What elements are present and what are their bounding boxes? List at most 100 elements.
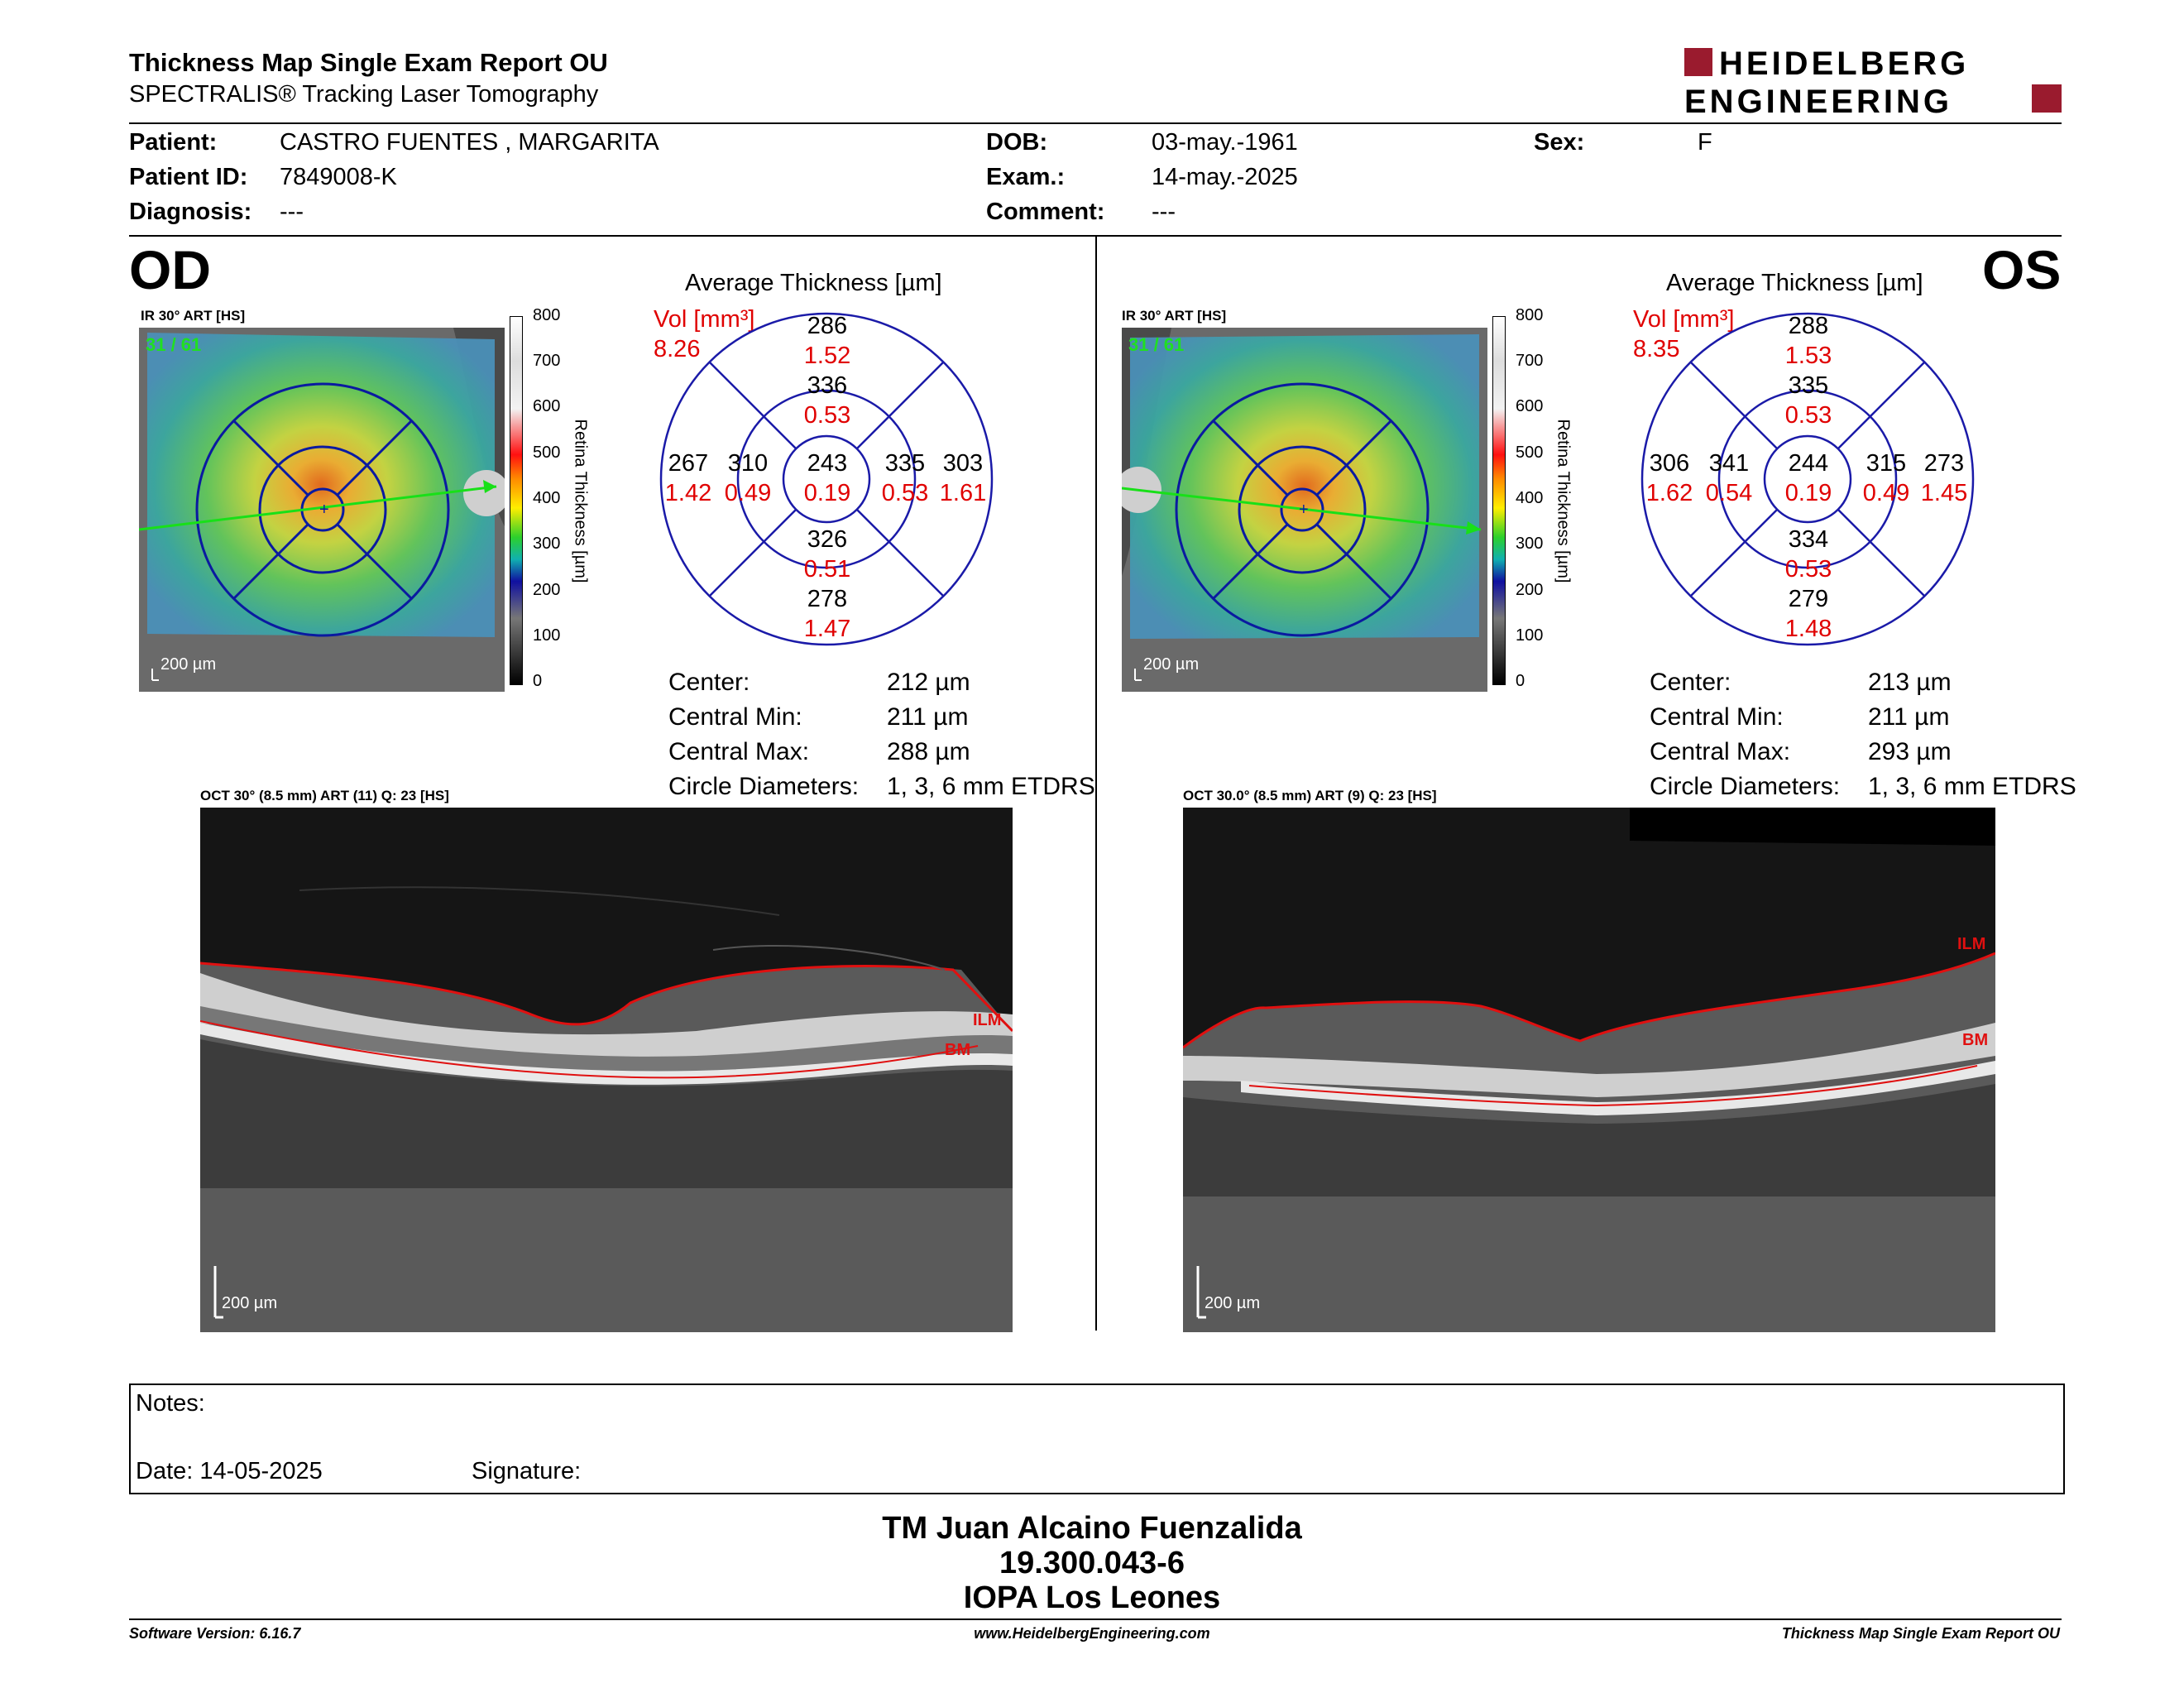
patient-label: Patient:: [129, 129, 218, 156]
od-max-label: Central Max:: [668, 738, 810, 765]
os-etdrs-grid: [1640, 312, 1975, 646]
od-inner-left-thickness: 310: [727, 450, 769, 477]
os-diam-value: 1, 3, 6 mm ETDRS: [1868, 773, 2076, 800]
os-colorbar: [1492, 316, 1506, 685]
os-center-label: Center:: [1650, 669, 1731, 696]
os-ir-label: IR 30° ART [HS]: [1122, 308, 1227, 324]
diagnosis-value: ---: [280, 199, 304, 225]
os-outer-top-volume: 1.53: [1784, 343, 1832, 369]
od-outer-left-thickness: 267: [668, 450, 709, 477]
eye-divider: [1095, 237, 1097, 1331]
os-frame-count: 31 / 61: [1128, 334, 1185, 355]
od-outer-top-thickness: 286: [807, 313, 848, 339]
sex-value: F: [1698, 129, 1712, 156]
os-outer-bottom-thickness: 279: [1788, 586, 1829, 612]
diagnosis-label: Diagnosis:: [129, 199, 252, 225]
sex-label: Sex:: [1534, 129, 1585, 156]
os-fundus-image: + 31 / 61 200 µm: [1115, 328, 1487, 692]
signature-label: Signature:: [472, 1458, 582, 1484]
os-center-thickness: 244: [1788, 450, 1829, 477]
os-oct-label: OCT 30.0° (8.5 mm) ART (9) Q: 23 [HS]: [1183, 788, 1437, 803]
os-inner-bottom-volume: 0.53: [1784, 556, 1832, 583]
os-vol-label: Vol [mm³]: [1633, 306, 1735, 333]
comment-value: ---: [1152, 199, 1176, 225]
website-link[interactable]: www.HeidelbergEngineering.com: [974, 1625, 1210, 1642]
os-outer-bottom-volume: 1.48: [1784, 616, 1832, 642]
os-outer-left-volume: 1.62: [1645, 480, 1693, 506]
od-min-value: 211 µm: [887, 703, 969, 731]
od-inner-bottom-thickness: 326: [807, 526, 848, 553]
od-oct-scale: 200 µm: [222, 1294, 278, 1312]
os-inner-top-thickness: 335: [1788, 372, 1829, 399]
od-vol-value: 8.26: [654, 336, 701, 362]
od-outer-left-volume: 1.42: [664, 480, 712, 506]
od-center-label: Center:: [668, 669, 750, 696]
od-outer-top-volume: 1.52: [803, 343, 851, 369]
os-oct-scale: 200 µm: [1205, 1294, 1261, 1312]
date-label: Date: 14-05-2025: [136, 1458, 323, 1484]
od-bm-label: BM: [945, 1041, 971, 1059]
od-inner-left-volume: 0.49: [724, 480, 772, 506]
signer-id: 19.300.043-6: [999, 1546, 1185, 1580]
od-oct-scan: 200 µm ILM BM: [200, 808, 1013, 1332]
svg-text:ENGINEERING: ENGINEERING: [1684, 84, 1952, 116]
od-outer-right-thickness: 303: [942, 450, 984, 477]
od-diam-label: Circle Diameters:: [668, 773, 860, 800]
od-center-value: 212 µm: [887, 669, 970, 696]
footer-report-name: Thickness Map Single Exam Report OU: [1781, 1625, 2060, 1642]
os-center-value: 213 µm: [1868, 669, 1952, 696]
od-scale-bar: 200 µm: [160, 655, 217, 674]
od-frame-count: 31 / 61: [146, 334, 202, 355]
os-center-volume: 0.19: [1784, 480, 1832, 506]
os-colorbar-title: Retina Thickness [µm]: [1554, 419, 1573, 583]
os-colorbar-ticks: 800 700 600 500 400 300 200 100 0: [1516, 306, 1544, 690]
os-min-label: Central Min:: [1650, 703, 1784, 731]
os-inner-bottom-thickness: 334: [1788, 526, 1829, 553]
od-avg-title: Average Thickness [µm]: [685, 270, 942, 296]
os-inner-right-thickness: 315: [1866, 450, 1907, 477]
os-vol-value: 8.35: [1633, 336, 1680, 362]
os-outer-top-thickness: 288: [1788, 313, 1829, 339]
svg-text:HEIDELBERG: HEIDELBERG: [1719, 46, 1969, 82]
exam-value: 14-may.-2025: [1152, 164, 1298, 190]
od-inner-top-volume: 0.53: [803, 402, 851, 429]
od-etdrs-grid: [659, 312, 994, 646]
os-bm-label: BM: [1962, 1031, 1989, 1049]
os-inner-left-volume: 0.54: [1705, 480, 1753, 506]
od-oct-label: OCT 30° (8.5 mm) ART (11) Q: 23 [HS]: [200, 788, 449, 803]
os-inner-top-volume: 0.53: [1784, 402, 1832, 429]
report-subtitle: SPECTRALIS® Tracking Laser Tomography: [129, 81, 599, 108]
os-max-label: Central Max:: [1650, 738, 1791, 765]
od-ilm-label: ILM: [973, 1011, 1002, 1029]
svg-text:+: +: [319, 501, 329, 519]
dob-value: 03-may.-1961: [1152, 129, 1298, 156]
od-colorbar-title: Retina Thickness [µm]: [571, 419, 590, 583]
od-max-value: 288 µm: [887, 738, 970, 765]
os-scale-bar: 200 µm: [1143, 655, 1200, 674]
os-outer-right-volume: 1.45: [1920, 480, 1968, 506]
report-title: Thickness Map Single Exam Report OU: [129, 48, 608, 77]
od-fundus-image: + 31 / 61 200 µm: [138, 328, 510, 692]
od-colorbar-ticks: 800 700 600 500 400 300 200 100 0: [533, 306, 561, 690]
heidelberg-logo: HEIDELBERG ENGINEERING: [1684, 46, 2062, 116]
exam-label: Exam.:: [986, 164, 1066, 190]
os-eye-label: OS: [1982, 239, 2062, 300]
os-max-value: 293 µm: [1868, 738, 1952, 765]
od-outer-right-volume: 1.61: [939, 480, 987, 506]
od-eye-label: OD: [129, 239, 211, 300]
os-outer-right-thickness: 273: [1923, 450, 1965, 477]
patient-name: CASTRO FUENTES , MARGARITA: [280, 129, 659, 156]
signer-name: TM Juan Alcaino Fuenzalida: [882, 1511, 1302, 1546]
os-avg-title: Average Thickness [µm]: [1666, 270, 1923, 296]
od-outer-bottom-volume: 1.47: [803, 616, 851, 642]
od-inner-bottom-volume: 0.51: [803, 556, 851, 583]
od-ir-label: IR 30° ART [HS]: [141, 308, 246, 324]
od-vol-label: Vol [mm³]: [654, 306, 755, 333]
od-inner-right-volume: 0.53: [881, 480, 929, 506]
od-inner-right-thickness: 335: [884, 450, 926, 477]
notes-label: Notes:: [136, 1390, 205, 1417]
notes-box: Notes: Date: 14-05-2025 Signature:: [129, 1383, 2065, 1494]
od-inner-top-thickness: 336: [807, 372, 848, 399]
os-inner-right-volume: 0.49: [1862, 480, 1910, 506]
software-version: Software Version: 6.16.7: [129, 1625, 301, 1642]
